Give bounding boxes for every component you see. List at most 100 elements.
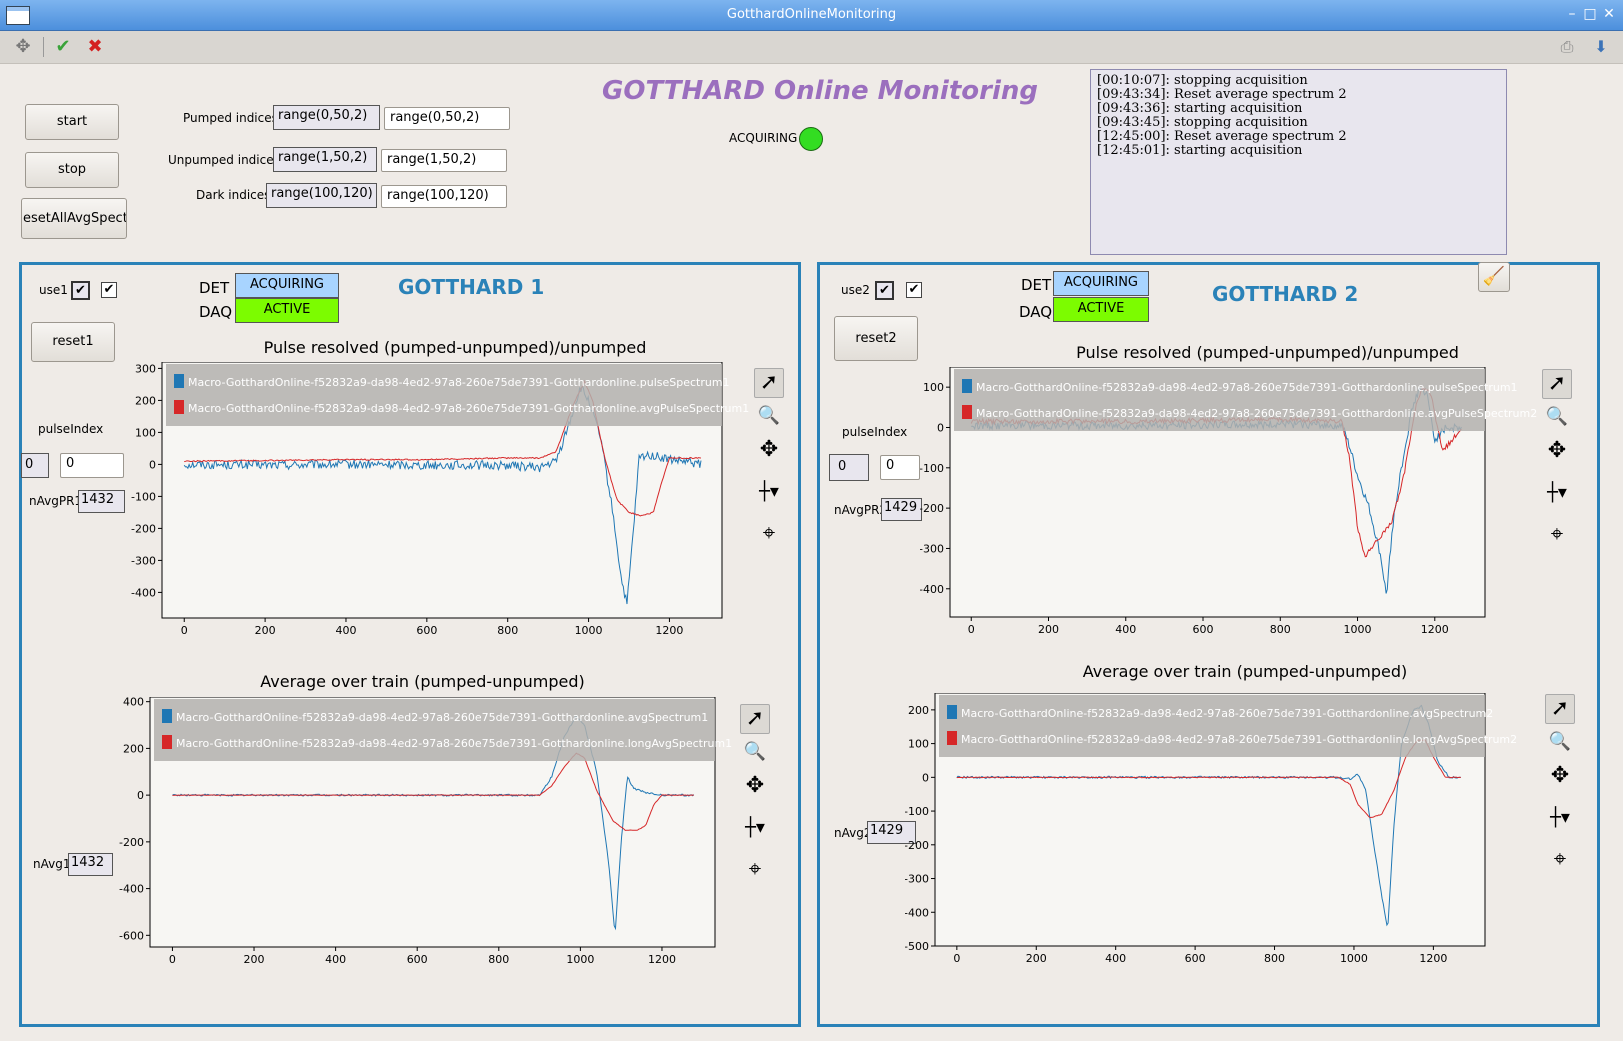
- g1p2-zoom-icon[interactable]: 🔍: [743, 741, 767, 762]
- x-tick-label: 600: [1193, 623, 1214, 636]
- log-panel: [00:10:07]: stopping acquisition [09:43:…: [1090, 69, 1507, 255]
- g2p1-crosshair-menu-icon[interactable]: ┼▾: [1547, 482, 1567, 503]
- window-icon: [6, 6, 30, 25]
- reset-all-avg-spectra-button[interactable]: esetAllAvgSpectr: [21, 198, 127, 239]
- navg1-value: 1432: [68, 853, 113, 876]
- navgpr1-label: nAvgPR1: [29, 494, 83, 508]
- pulse-index2-input[interactable]: 0: [880, 455, 920, 480]
- g1p2-pan-icon[interactable]: ✥: [745, 773, 765, 798]
- g2p2-pan-icon[interactable]: ✥: [1550, 763, 1570, 788]
- x-tick-label: 1000: [1344, 623, 1372, 636]
- g1p1-zoom-icon[interactable]: 🔍: [757, 405, 781, 426]
- x-tick-label: 200: [1038, 623, 1059, 636]
- legend-entry: Macro-GotthardOnline-f52832a9-da98-4ed2-…: [976, 381, 1518, 394]
- stop-button[interactable]: stop: [25, 152, 119, 188]
- y-tick-label: -100: [920, 462, 944, 475]
- g2p2-pointer-tool-icon[interactable]: ➚: [1545, 694, 1575, 724]
- use1-indicator-checkbox: ✔: [71, 281, 90, 300]
- g1p1-pointer-tool-icon[interactable]: ➚: [754, 368, 784, 398]
- pulse-index1-value: 0: [21, 453, 49, 478]
- dark-indices-input[interactable]: range(100,120): [381, 185, 507, 208]
- g1p1-autorange-icon[interactable]: ⌖: [762, 521, 776, 546]
- series-group: [956, 704, 1461, 927]
- g2-pulse-resolved-chart[interactable]: 0 200 400 600 800 1000 12001000-100-200-300-40…: [920, 367, 1540, 657]
- y-tick-label: -600: [119, 929, 144, 942]
- minimize-icon[interactable]: –: [1568, 6, 1576, 22]
- legend-box: [939, 695, 1485, 757]
- y-tick-label: -300: [920, 542, 944, 555]
- g1p1-pan-icon[interactable]: ✥: [759, 437, 779, 462]
- x-tick-label: 1000: [575, 624, 603, 637]
- acquiring-led-indicator: [799, 127, 823, 151]
- g2p2-zoom-icon[interactable]: 🔍: [1548, 731, 1572, 752]
- y-tick-label: 0: [149, 458, 156, 471]
- g1p1-crosshair-menu-icon[interactable]: ┼▾: [759, 481, 779, 502]
- g2p1-pan-icon[interactable]: ✥: [1547, 438, 1567, 463]
- daq1-status: ACTIVE: [235, 298, 339, 323]
- det2-status: ACQUIRING: [1053, 271, 1149, 296]
- x-tick-label: 600: [407, 953, 428, 966]
- g1-pulse-resolved-chart[interactable]: 0 200 400 600 800 1000 12003002001000-100-200-…: [120, 362, 750, 657]
- x-tick-label: 800: [1270, 623, 1291, 636]
- download-icon[interactable]: ⬇: [1594, 37, 1608, 56]
- reset1-button[interactable]: reset1: [31, 322, 115, 362]
- g1p2-crosshair-menu-icon[interactable]: ┼▾: [745, 817, 765, 838]
- g1-plot2-title: Average over train (pumped-unpumped): [260, 672, 585, 691]
- legend-swatch: [947, 705, 957, 719]
- g2p1-zoom-icon[interactable]: 🔍: [1545, 406, 1569, 427]
- print-icon[interactable]: ⎙: [1560, 37, 1574, 56]
- y-tick-label: -400: [920, 583, 944, 596]
- x-tick-label: 800: [497, 624, 518, 637]
- g1p2-pointer-tool-icon[interactable]: ➚: [740, 704, 770, 734]
- y-tick-label: -400: [905, 906, 929, 919]
- legend-swatch: [962, 379, 972, 393]
- g2-plot1-title: Pulse resolved (pumped-unpumped)/unpumpe…: [1076, 343, 1459, 362]
- g1-average-train-chart[interactable]: 0 200 400 600 800 1000 1200 400 200 0 -200 -400 -600…: [110, 697, 740, 997]
- legend: Macro-GotthardOnline-f52832a9-da98-4ed2-…: [954, 369, 1537, 431]
- reset2-button[interactable]: reset2: [834, 316, 918, 361]
- g2-average-train-chart[interactable]: 0 200 400 600 800 1000 12002001000-100-200-300…: [905, 693, 1540, 998]
- legend: Macro-GotthardOnline-f52832a9-da98-4ed2-…: [166, 364, 749, 426]
- series-line-1: [183, 385, 702, 605]
- x-tick-label: 400: [1105, 952, 1126, 965]
- use1-checkbox[interactable]: ✔: [101, 282, 117, 298]
- y-tick-label: 100: [135, 426, 156, 439]
- navg2-label: nAvg2: [834, 826, 872, 840]
- legend-entry: Macro-GotthardOnline-f52832a9-da98-4ed2-…: [176, 711, 708, 724]
- legend-entry: Macro-GotthardOnline-f52832a9-da98-4ed2-…: [188, 402, 749, 415]
- y-tick-label: 200: [123, 742, 144, 755]
- acquiring-label: ACQUIRING: [729, 131, 798, 145]
- maximize-icon[interactable]: □: [1583, 6, 1597, 22]
- y-tick-label: -200: [119, 836, 144, 849]
- g2p2-autorange-icon[interactable]: ⌖: [1553, 847, 1567, 872]
- move-panel-icon[interactable]: ✥: [15, 36, 31, 57]
- close-window-icon[interactable]: ✕: [1603, 6, 1615, 22]
- legend-swatch: [162, 709, 172, 723]
- unpumped-indices-input[interactable]: range(1,50,2): [381, 149, 507, 172]
- apply-check-icon[interactable]: ✔: [55, 36, 71, 57]
- pulse-index1-input[interactable]: 0: [60, 453, 124, 478]
- x-tick-label: 600: [416, 624, 437, 637]
- g2-plot2-title: Average over train (pumped-unpumped): [1082, 662, 1408, 681]
- pumped-indices-input[interactable]: range(0,50,2): [384, 107, 510, 130]
- g1p2-autorange-icon[interactable]: ⌖: [748, 857, 762, 882]
- pumped-indices-label: Pumped indices: [183, 111, 278, 125]
- start-button[interactable]: start: [25, 104, 119, 140]
- y-tick-label: 0: [937, 421, 944, 434]
- g2p2-crosshair-menu-icon[interactable]: ┼▾: [1550, 807, 1570, 828]
- clear-broom-icon[interactable]: 🧹: [1478, 262, 1510, 292]
- g2p1-autorange-icon[interactable]: ⌖: [1550, 522, 1564, 547]
- cancel-x-icon[interactable]: ✖: [87, 36, 103, 57]
- y-tick-label: -400: [131, 586, 156, 599]
- x-tick-label: 0: [181, 624, 188, 637]
- dark-indices-value: range(100,120): [266, 183, 377, 208]
- x-tick-label: 1000: [566, 953, 594, 966]
- use2-checkbox[interactable]: ✔: [906, 282, 922, 298]
- log-line: [00:10:07]: stopping acquisition: [1097, 73, 1308, 88]
- pulse-index2-label: pulseIndex: [842, 425, 908, 439]
- gotthard2-title: GOTTHARD 2: [1212, 282, 1359, 306]
- y-tick-label: -300: [905, 873, 929, 886]
- legend: Macro-GotthardOnline-f52832a9-da98-4ed2-…: [939, 695, 1517, 757]
- x-tick-label: 400: [325, 953, 346, 966]
- g2p1-pointer-tool-icon[interactable]: ➚: [1542, 369, 1572, 399]
